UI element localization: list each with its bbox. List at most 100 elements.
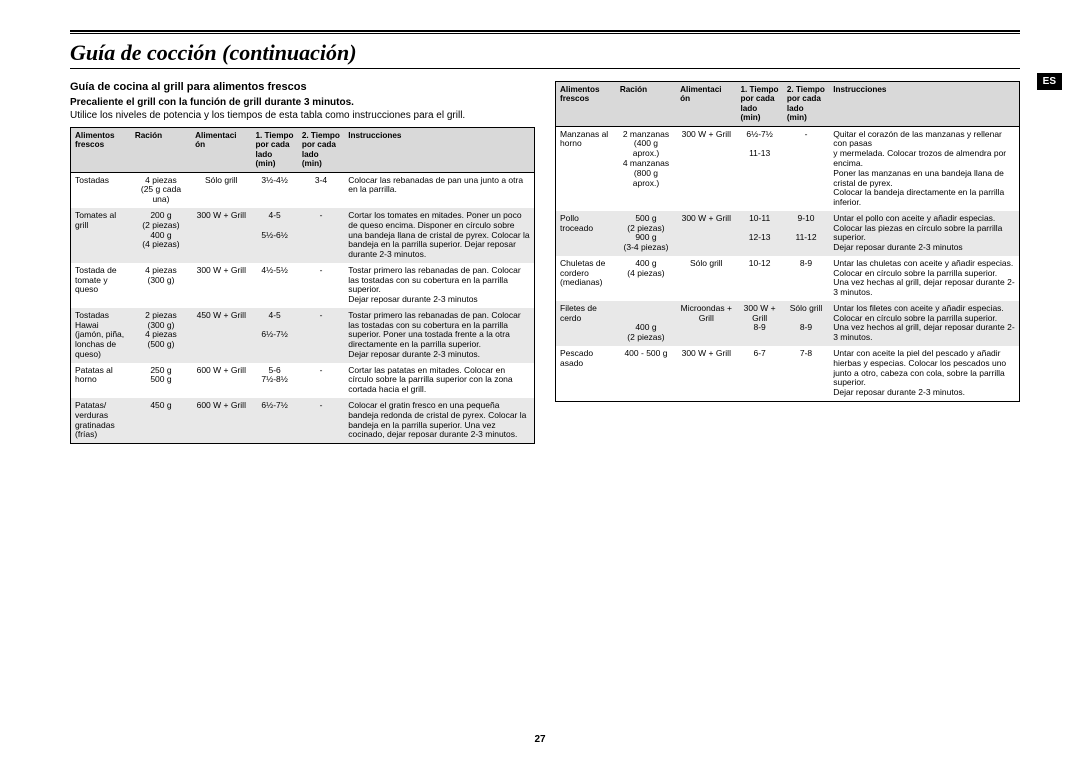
right-column: ES Alimentos frescos Ración Alimentaci ó… (555, 81, 1020, 444)
right-cell-portion: 400 g (2 piezas) (616, 301, 676, 346)
right-cell-power: Microondas + Grill (676, 301, 736, 346)
th-food: Alimentos frescos (556, 82, 616, 127)
left-intro: Utilice los niveles de potencia y los ti… (70, 110, 535, 121)
left-cell-food: Tostada de tomate y queso (71, 263, 131, 308)
right-cell-time2: 7-8 (783, 346, 829, 401)
left-cell-time1: 6½-7½ (251, 398, 297, 444)
left-cell-portion: 4 piezas (300 g) (131, 263, 191, 308)
left-cell-portion: 4 piezas (25 g cada una) (131, 172, 191, 208)
left-cell-food: Patatas al horno (71, 363, 131, 398)
right-cell-food: Pollo troceado (556, 211, 616, 256)
left-cell-power: 300 W + Grill (191, 208, 251, 263)
right-table-body: Manzanas al horno2 manzanas (400 g aprox… (556, 126, 1020, 401)
left-cell-time2: 3-4 (298, 172, 344, 208)
right-cell-portion: 500 g (2 piezas) 900 g (3-4 piezas) (616, 211, 676, 256)
right-row: Pollo troceado500 g (2 piezas) 900 g (3-… (556, 211, 1020, 256)
right-row: Chuletas de cordero (medianas)400 g (4 p… (556, 256, 1020, 301)
right-cell-power: 300 W + Grill (676, 126, 736, 211)
th-power: Alimentaci ón (676, 82, 736, 127)
left-cell-instr: Colocar el gratin fresco en una pequeña … (344, 398, 534, 444)
left-cell-instr: Colocar las rebanadas de pan una junto a… (344, 172, 534, 208)
left-row: Tostadas Hawai (jamón, piña, lonchas de … (71, 308, 535, 363)
left-cell-power: 300 W + Grill (191, 263, 251, 308)
left-cell-food: Patatas/ verduras gratinadas (frías) (71, 398, 131, 444)
left-cell-time2: - (298, 398, 344, 444)
left-cell-instr: Cortar los tomates en mitades. Poner un … (344, 208, 534, 263)
left-cell-portion: 250 g 500 g (131, 363, 191, 398)
left-cell-time2: - (298, 308, 344, 363)
left-cell-portion: 450 g (131, 398, 191, 444)
left-cell-portion: 200 g (2 piezas) 400 g (4 piezas) (131, 208, 191, 263)
left-table-header-row: Alimentos frescos Ración Alimentaci ón 1… (71, 128, 535, 173)
right-cell-power: 300 W + Grill (676, 211, 736, 256)
left-column: Guía de cocina al grill para alimentos f… (70, 81, 535, 444)
right-cell-food: Pescado asado (556, 346, 616, 401)
right-cell-time2: Sólo grill 8-9 (783, 301, 829, 346)
th-time2: 2. Tiempo por cada lado (min) (298, 128, 344, 173)
page-title: Guía de cocción (continuación) (70, 40, 1020, 66)
right-cell-time1: 300 W + Grill 8-9 (736, 301, 782, 346)
th-power: Alimentaci ón (191, 128, 251, 173)
left-row: Patatas al horno250 g 500 g600 W + Grill… (71, 363, 535, 398)
left-cell-food: Tomates al grill (71, 208, 131, 263)
left-cell-time1: 4-5 6½-7½ (251, 308, 297, 363)
right-cell-time1: 10-11 12-13 (736, 211, 782, 256)
right-cell-time2: 9-10 11-12 (783, 211, 829, 256)
th-time2: 2. Tiempo por cada lado (min) (783, 82, 829, 127)
left-sub2: Precaliente el grill con la función de g… (70, 97, 535, 108)
columns: Guía de cocina al grill para alimentos f… (70, 81, 1020, 444)
left-cell-time2: - (298, 263, 344, 308)
left-cell-food: Tostadas (71, 172, 131, 208)
left-cell-power: 600 W + Grill (191, 398, 251, 444)
right-row: Pescado asado400 - 500 g300 W + Grill6-7… (556, 346, 1020, 401)
right-cell-portion: 2 manzanas (400 g aprox.) 4 manzanas (80… (616, 126, 676, 211)
left-cell-portion: 2 piezas (300 g) 4 piezas (500 g) (131, 308, 191, 363)
right-cell-time1: 6½-7½ 11-13 (736, 126, 782, 211)
left-cell-power: Sólo grill (191, 172, 251, 208)
left-cell-power: 450 W + Grill (191, 308, 251, 363)
left-cell-time2: - (298, 363, 344, 398)
right-cell-instr: Untar con aceite la piel del pescado y a… (829, 346, 1019, 401)
left-row: Patatas/ verduras gratinadas (frías)450 … (71, 398, 535, 444)
page-number: 27 (0, 734, 1080, 745)
right-cell-power: 300 W + Grill (676, 346, 736, 401)
left-cell-power: 600 W + Grill (191, 363, 251, 398)
right-row: Filetes de cerdo 400 g (2 piezas)Microon… (556, 301, 1020, 346)
right-cell-power: Sólo grill (676, 256, 736, 301)
th-time1: 1. Tiempo por cada lado (min) (736, 82, 782, 127)
page-container: Guía de cocción (continuación) Guía de c… (0, 0, 1080, 464)
th-portion: Ración (616, 82, 676, 127)
th-instr: Instrucciones (344, 128, 534, 173)
right-row: Manzanas al horno2 manzanas (400 g aprox… (556, 126, 1020, 211)
th-instr: Instrucciones (829, 82, 1019, 127)
right-cell-instr: Untar las chuletas con aceite y añadir e… (829, 256, 1019, 301)
right-cell-time2: 8-9 (783, 256, 829, 301)
left-cell-time1: 4½-5½ (251, 263, 297, 308)
left-cell-time1: 3½-4½ (251, 172, 297, 208)
right-cell-time1: 10-12 (736, 256, 782, 301)
language-tab: ES (1037, 73, 1062, 90)
right-cell-time2: - (783, 126, 829, 211)
left-table: Alimentos frescos Ración Alimentaci ón 1… (70, 127, 535, 444)
right-cell-instr: Untar el pollo con aceite y añadir espec… (829, 211, 1019, 256)
right-table-header-row: Alimentos frescos Ración Alimentaci ón 1… (556, 82, 1020, 127)
left-cell-time1: 5-6 7½-8½ (251, 363, 297, 398)
right-cell-time1: 6-7 (736, 346, 782, 401)
right-cell-instr: Untar los filetes con aceite y añadir es… (829, 301, 1019, 346)
left-row: Tostada de tomate y queso4 piezas (300 g… (71, 263, 535, 308)
left-cell-instr: Tostar primero las rebanadas de pan. Col… (344, 263, 534, 308)
rule-top (70, 30, 1020, 34)
th-food: Alimentos frescos (71, 128, 131, 173)
left-table-body: Tostadas4 piezas (25 g cada una)Sólo gri… (71, 172, 535, 443)
left-cell-food: Tostadas Hawai (jamón, piña, lonchas de … (71, 308, 131, 363)
th-time1: 1. Tiempo por cada lado (min) (251, 128, 297, 173)
left-cell-instr: Tostar primero las rebanadas de pan. Col… (344, 308, 534, 363)
left-row: Tostadas4 piezas (25 g cada una)Sólo gri… (71, 172, 535, 208)
left-row: Tomates al grill200 g (2 piezas) 400 g (… (71, 208, 535, 263)
left-cell-time1: 4-5 5½-6½ (251, 208, 297, 263)
right-cell-food: Chuletas de cordero (medianas) (556, 256, 616, 301)
left-cell-time2: - (298, 208, 344, 263)
right-cell-portion: 400 g (4 piezas) (616, 256, 676, 301)
right-cell-food: Filetes de cerdo (556, 301, 616, 346)
right-cell-portion: 400 - 500 g (616, 346, 676, 401)
